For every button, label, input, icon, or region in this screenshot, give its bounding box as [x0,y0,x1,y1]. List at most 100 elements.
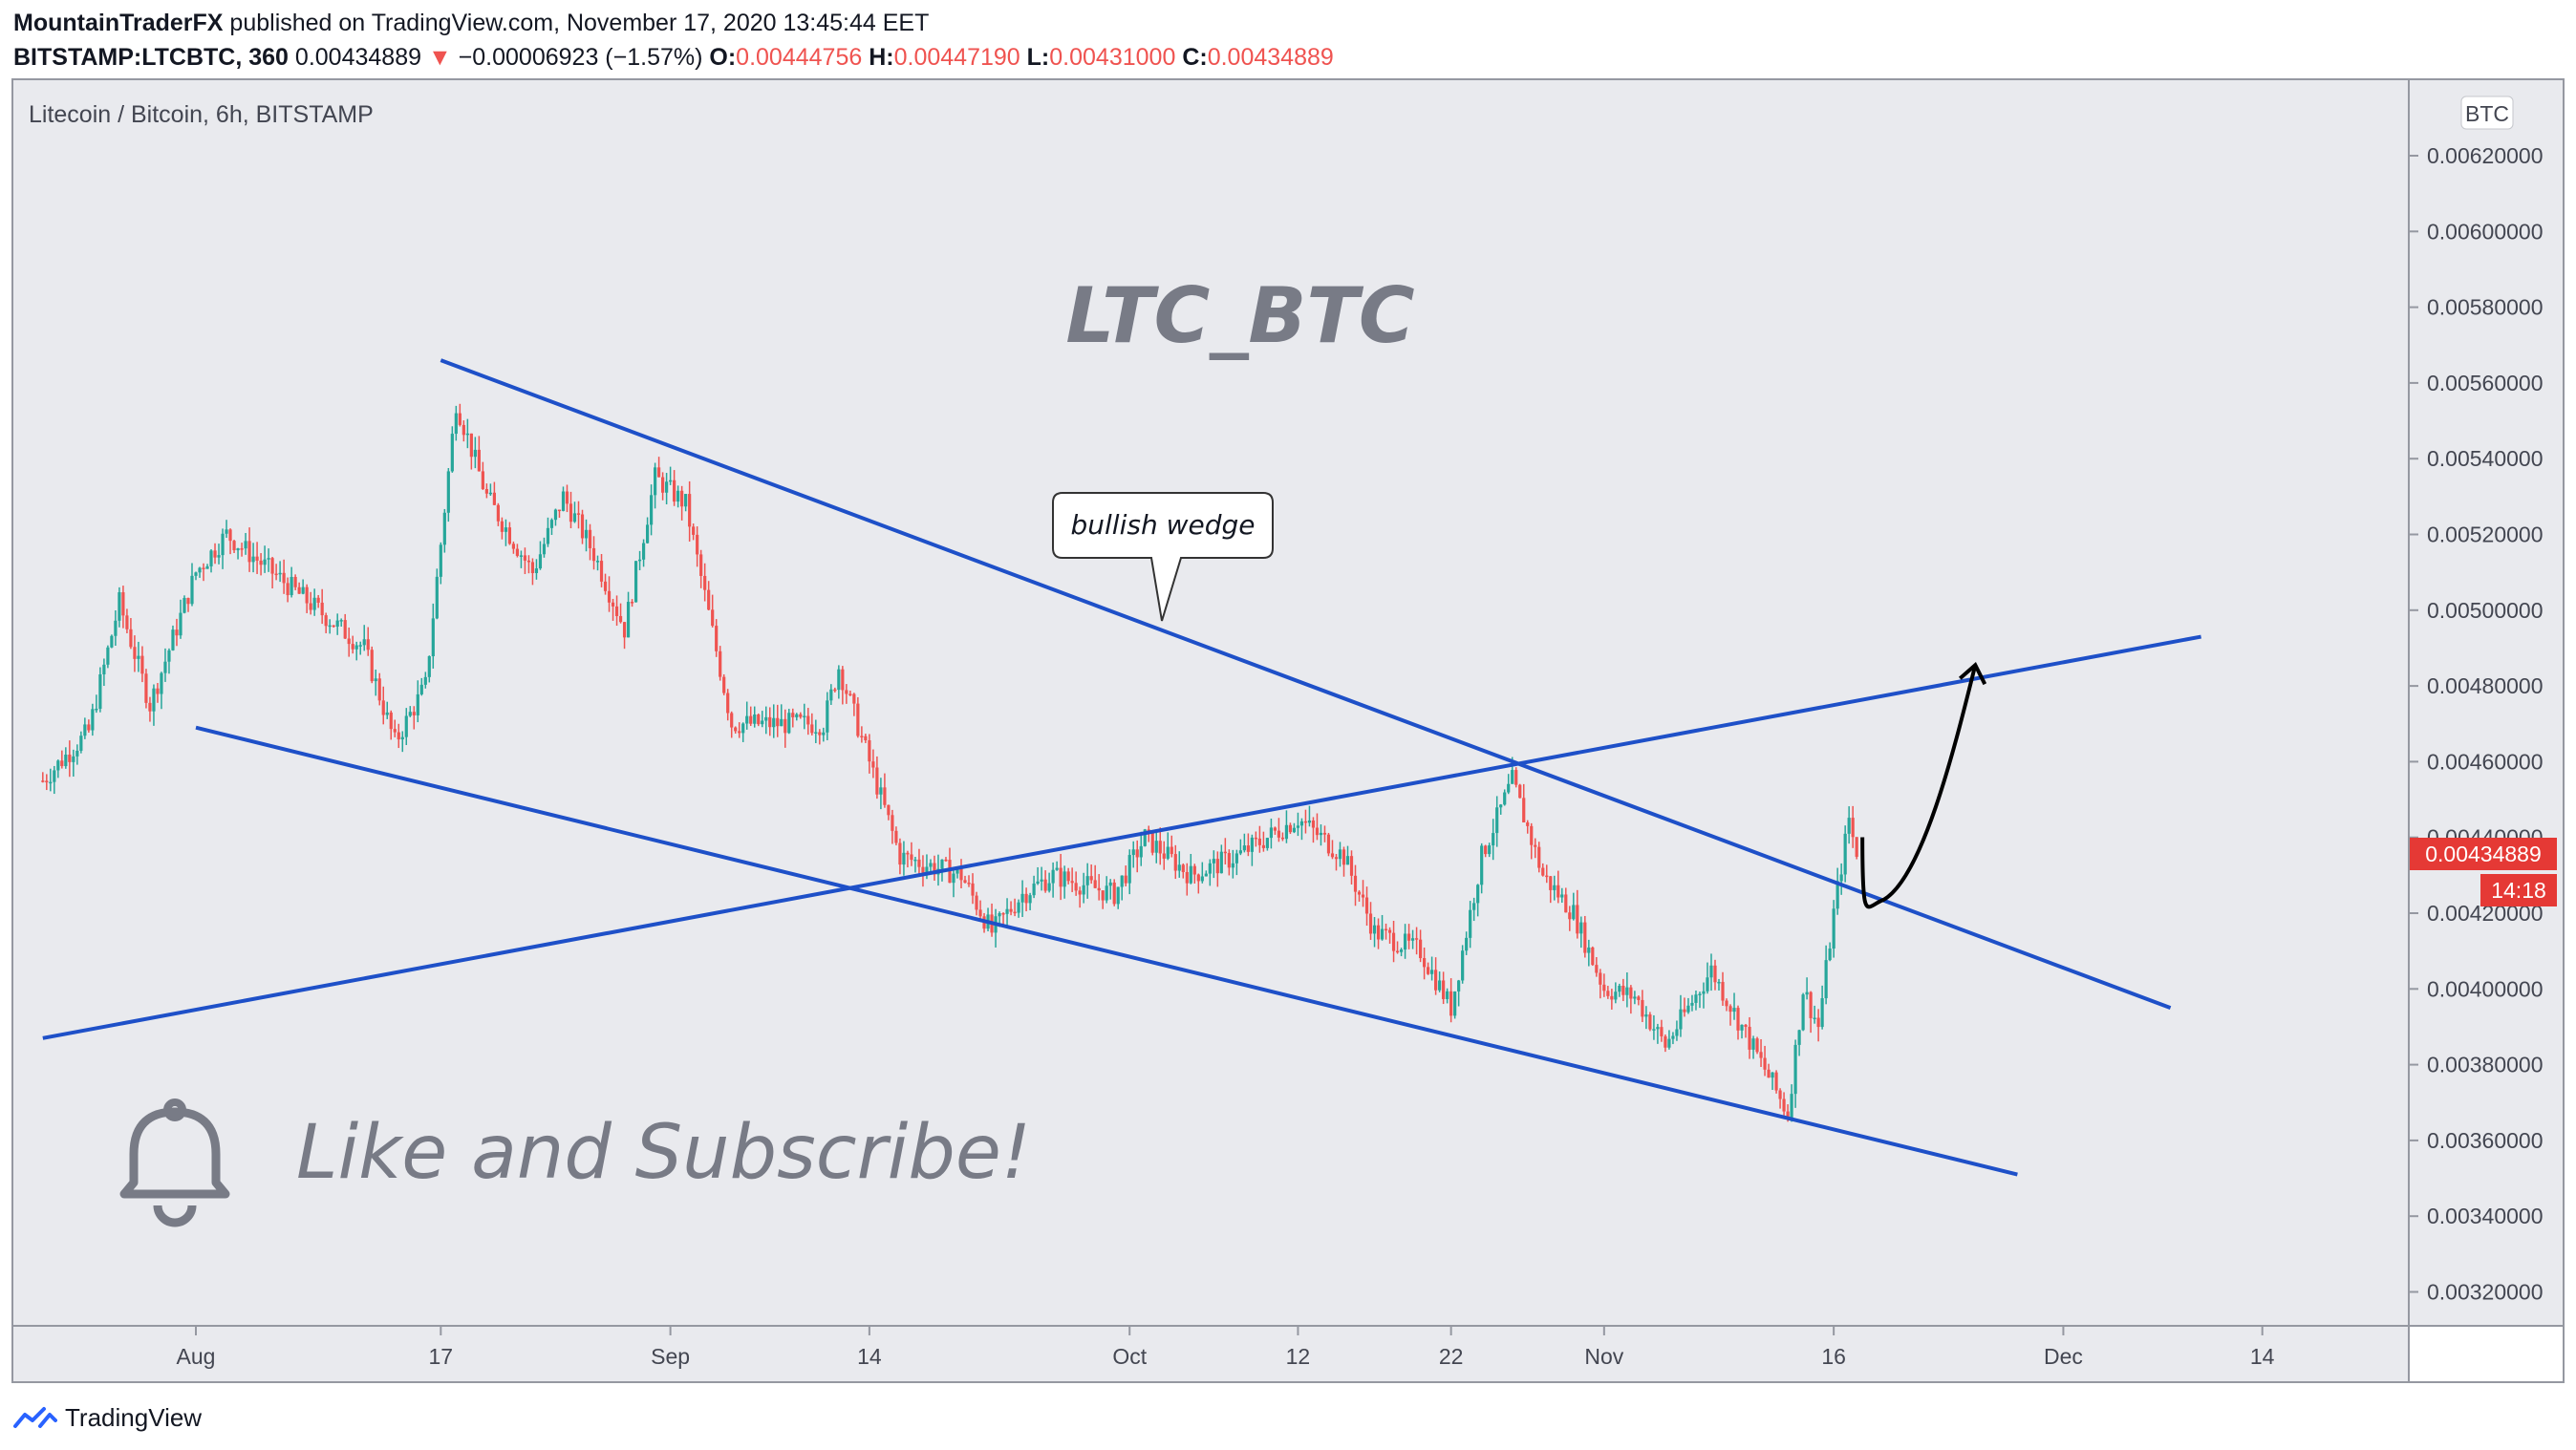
candle-body [1419,939,1423,959]
publisher-name[interactable]: MountainTraderFX [13,10,224,36]
trendline[interactable] [42,634,2201,1040]
candle-body [251,556,255,563]
candle-body [148,702,152,712]
low-label: L: [1026,44,1050,71]
candle-body [561,491,566,511]
candle-body [906,852,910,855]
candle-body [1748,1026,1751,1050]
candle-body [1675,1029,1679,1036]
candle-body [389,712,393,730]
candle-body [1296,825,1300,828]
candle-body [1664,1035,1667,1048]
candle-body [1732,1008,1736,1013]
price-axis-panel[interactable] [2409,79,2564,1326]
candle-body [1847,818,1851,834]
candle-body [1599,972,1602,985]
candle-body [795,714,799,717]
projection-arrow[interactable] [1860,664,1978,909]
plot-area[interactable] [12,79,2409,1326]
candle-body [1170,846,1173,855]
candle-body [186,597,190,605]
candle-body [703,575,707,590]
candle-body [293,577,297,587]
candle-body [917,859,921,867]
candle-body [473,449,477,458]
candle-body [1476,885,1480,904]
candle-body [806,715,810,725]
candle-body [140,655,144,674]
countdown-tag [2480,874,2557,906]
candle-body [1774,1072,1778,1091]
candle-body [198,567,202,573]
candle-body [1644,1014,1648,1017]
close-value: 0.00434889 [1207,44,1334,71]
candle-body [1495,807,1499,834]
candle-body [1036,881,1040,885]
candle-body [1166,846,1170,859]
candle-body [385,712,389,715]
candle-body [730,713,734,728]
time-tick-label: Sep [651,1344,690,1369]
candle-body [1652,1029,1656,1031]
candle-body [362,639,366,646]
candle-body [1284,824,1289,840]
candle-body [810,724,814,734]
candle-body [1503,792,1507,805]
chart-title: Litecoin / Bitcoin, 6h, BITSTAMP [29,101,374,128]
candle-body [864,736,868,741]
candle-body [1001,913,1005,915]
candle-body [584,529,589,539]
candle-body [1629,987,1633,999]
callout-bubble[interactable]: bullish wedge [1052,492,1274,622]
time-tick-label: 12 [1286,1344,1311,1369]
candle-body [1353,875,1358,892]
candle-body [263,559,267,565]
candle-body [190,575,194,605]
candle-body [791,713,795,717]
price-tick-label: 0.00360000 [2427,1128,2544,1153]
candle-body [129,629,133,648]
candle-body [175,629,179,636]
candle-body [500,521,504,532]
candle-body [803,715,806,718]
candle-body [106,647,110,665]
candle-body [826,700,829,733]
footer-brand[interactable]: TradingView [13,1397,202,1439]
candle-body [1610,995,1614,1000]
candle-body [1372,925,1377,934]
candle-body [546,527,550,544]
candle-body [776,717,780,727]
candle-body [711,609,715,627]
candle-body [814,732,818,734]
currency-badge[interactable] [2460,96,2514,130]
candle-body [225,529,228,534]
trendline[interactable] [195,725,2018,1177]
candle-body [614,606,619,616]
candle-body [351,644,354,650]
time-axis-panel[interactable] [12,1326,2409,1382]
candle-body [423,676,427,685]
candle-body [1231,863,1234,868]
candle-body [1364,897,1369,914]
candle-body [1706,977,1709,992]
price-tick-label: 0.00620000 [2427,143,2544,168]
candle-body [152,688,156,712]
candle-body [745,715,749,724]
candle-body [1391,932,1396,951]
candle-body [649,495,654,525]
candle-body [519,555,524,557]
candle-body [1686,1005,1690,1013]
candle-body [1108,882,1112,886]
candle-body [465,433,469,436]
candle-body [1105,885,1108,901]
candle-body [1043,879,1047,891]
candle-body [118,592,121,621]
price-tick-label: 0.00560000 [2427,371,2544,395]
candle-body [1223,851,1227,854]
candle-body [290,577,293,596]
candle-body [49,781,53,784]
candle-body [1736,1008,1740,1031]
candle-body [1338,849,1342,860]
candle-body [764,716,768,721]
